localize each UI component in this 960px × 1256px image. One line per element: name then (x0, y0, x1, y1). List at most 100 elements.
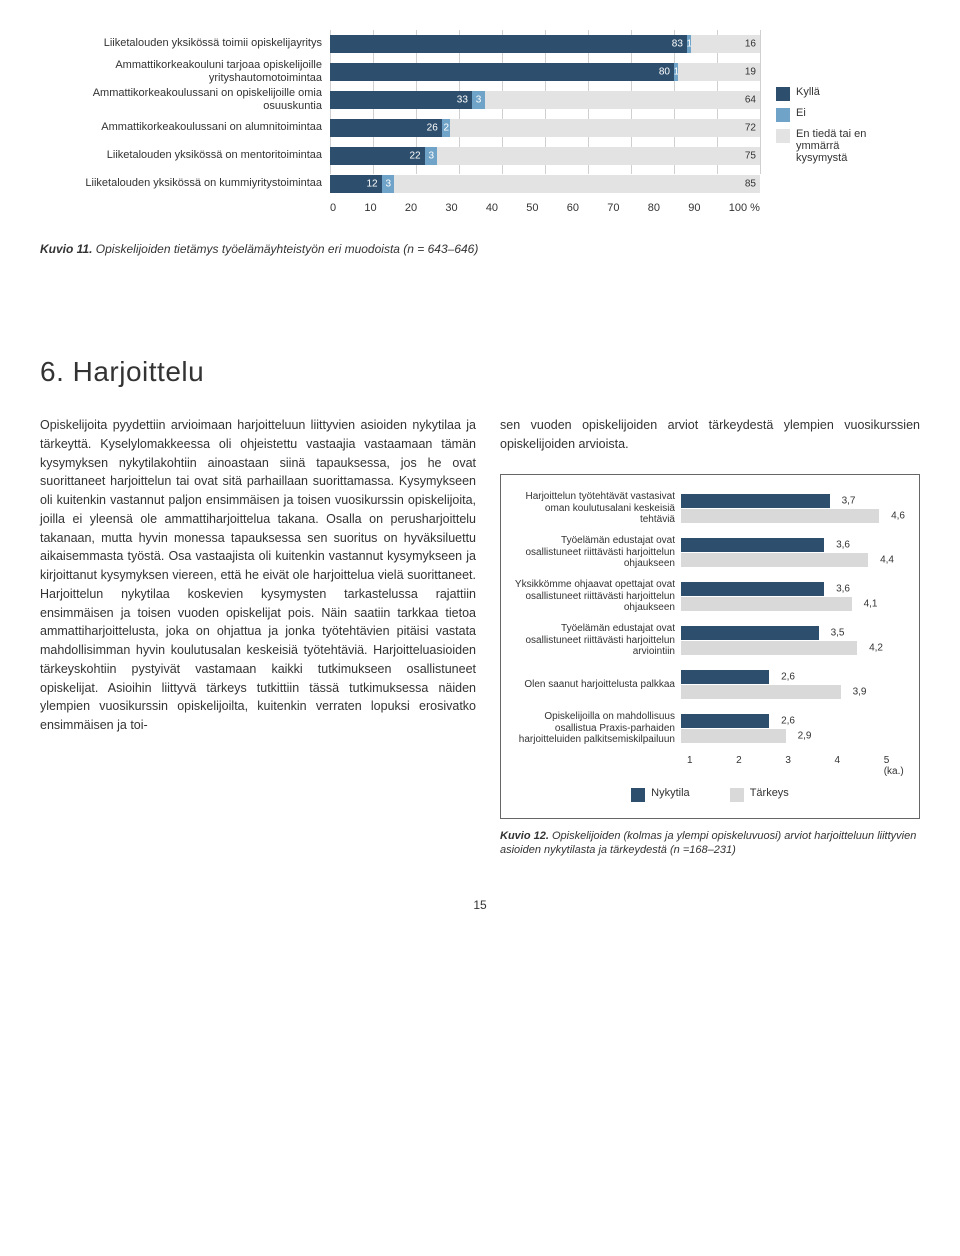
chart1-bar-segment: 12 (330, 175, 382, 193)
chart1-row-label: Liiketalouden yksikössä toimii opiskelij… (40, 30, 322, 58)
chart2-bar-value: 3,6 (836, 583, 850, 594)
chart2-row: Opiskelijoilla on mahdollisuus osallistu… (511, 707, 909, 751)
legend-label: Kyllä (796, 86, 820, 98)
chart2-bar-value: 3,6 (836, 539, 850, 550)
chart1-bar-segment: 3 (472, 91, 485, 109)
chart1-bar-value: 80 (659, 67, 670, 78)
chart2-xtick: 5 (ka.) (884, 755, 909, 777)
caption1-bold: Kuvio 11. (40, 242, 92, 256)
legend-item: Nykytila (631, 787, 690, 802)
chart2-row-label: Yksikkömme ohjaavat opettajat ovat osall… (511, 579, 681, 614)
chart1-bar-value: 64 (745, 95, 756, 106)
chart2-bar-value: 4,2 (869, 642, 883, 653)
chart1-xtick: 40 (486, 202, 498, 214)
chart1-x-axis: 0102030405060708090100 % (330, 198, 760, 214)
chart2-bar: 3,7 (681, 494, 830, 508)
chart2-xtick: 3 (785, 755, 834, 777)
chart1-row-label: Ammattikorkeakouluni tarjoaa opiskelijoi… (40, 58, 322, 86)
chart1-bar-segment: 3 (425, 147, 438, 165)
legend-swatch (631, 788, 645, 802)
chart1-bar-segment: 75 (437, 147, 760, 165)
chart2-bar: 4,6 (681, 509, 879, 523)
chart2: Harjoittelun työtehtävät vastasivat oman… (500, 474, 920, 819)
chart1-bar-value: 33 (457, 95, 468, 106)
chart1-xtick: 70 (607, 202, 619, 214)
chart1-bar-value: 12 (366, 179, 377, 190)
chart2-bar-value: 4,4 (880, 554, 894, 565)
chart1-bar-row: 83116 (330, 30, 760, 58)
chart2-row: Työelämän edustajat ovat osallistuneet r… (511, 619, 909, 663)
chart1-row-label: Liiketalouden yksikössä on mentoritoimin… (40, 142, 322, 170)
chart2-row: Olen saanut harjoittelusta palkkaa 2,6 3,9 (511, 663, 909, 707)
chart1-bar-segment: 26 (330, 119, 442, 137)
legend-item: Kyllä (776, 86, 890, 101)
legend-swatch (730, 788, 744, 802)
chart1-bar-row: 33364 (330, 86, 760, 114)
chart2-legend: Nykytila Tärkeys (511, 787, 909, 808)
chart1-row-label: Ammattikorkeakoulussani on alumnitoimint… (40, 114, 322, 142)
chart1-bar-value: 3 (428, 151, 434, 162)
chart1-xtick: 0 (330, 202, 336, 214)
legend-label: Nykytila (651, 787, 690, 799)
chart1-bar-row: 22 3 75 (330, 142, 760, 170)
chart1-bar-value: 19 (745, 67, 756, 78)
chart2-row-label: Työelämän edustajat ovat osallistuneet r… (511, 623, 681, 658)
chart1-bar-segment: 19 (678, 63, 760, 81)
chart2-row: Harjoittelun työtehtävät vastasivat oman… (511, 487, 909, 531)
chart1-bar-row: 262 72 (330, 114, 760, 142)
chart2-row-label: Opiskelijoilla on mahdollisuus osallistu… (511, 711, 681, 746)
chart2-bar-value: 2,6 (781, 715, 795, 726)
section-heading: 6. Harjoittelu (40, 356, 920, 388)
chart2-bar-value: 4,1 (864, 598, 878, 609)
chart2-row: Yksikkömme ohjaavat opettajat ovat osall… (511, 575, 909, 619)
chart1-bar-segment: 85 (394, 175, 760, 193)
chart2-row-label: Harjoittelun työtehtävät vastasivat oman… (511, 491, 681, 526)
body-right-column: sen vuoden opiskelijoiden arviot tärkeyd… (500, 416, 920, 858)
chart2-bar: 4,1 (681, 597, 852, 611)
chart1-bar-value: 3 (385, 179, 391, 190)
chart1-bar-segment: 3 (382, 175, 395, 193)
legend-item: Ei (776, 107, 890, 122)
chart1-row-labels: Liiketalouden yksikössä toimii opiskelij… (40, 30, 330, 198)
chart1-xtick: 80 (648, 202, 660, 214)
chart1-bar-value: 16 (745, 39, 756, 50)
chart2-bar: 4,4 (681, 553, 868, 567)
legend-swatch (776, 108, 790, 122)
chart1-xtick: 20 (405, 202, 417, 214)
chart1-row-label: Ammattikorkeakoulussani on opiskelijoill… (40, 86, 322, 114)
chart2-bar-value: 3,7 (842, 495, 856, 506)
chart2-bar-value: 3,5 (831, 627, 845, 638)
chart1-bar-segment: 72 (450, 119, 760, 137)
chart2-bar: 3,6 (681, 582, 824, 596)
chart1-bar-segment: 33 (330, 91, 472, 109)
chart2-bar: 2,6 (681, 714, 769, 728)
body-columns: Opiskelijoita pyydettiin arvioimaan harj… (40, 416, 920, 858)
chart1-xtick: 90 (688, 202, 700, 214)
chart1-bar-value: 75 (745, 151, 756, 162)
chart1-bar-row: 12 3 85 (330, 170, 760, 198)
chart2-row-label: Olen saanut harjoittelusta palkkaa (511, 679, 681, 691)
chart1-bar-row: 80119 (330, 58, 760, 86)
chart1-bar-value: 85 (745, 179, 756, 190)
chart2-x-axis: 12345 (ka.) (687, 755, 909, 777)
chart2-row: Työelämän edustajat ovat osallistuneet r… (511, 531, 909, 575)
chart1-bar-segment: 80 (330, 63, 674, 81)
legend-swatch (776, 87, 790, 101)
chart1-bar-value: 72 (745, 123, 756, 134)
chart1-bar-value: 2 (444, 123, 450, 134)
legend-swatch (776, 129, 790, 143)
body-left-column: Opiskelijoita pyydettiin arvioimaan harj… (40, 416, 476, 858)
chart1-xtick: 10 (364, 202, 376, 214)
chart2-bar: 3,9 (681, 685, 841, 699)
chart1-bar-segment: 16 (691, 35, 760, 53)
legend-label: Ei (796, 107, 806, 119)
chart1-xtick: 30 (445, 202, 457, 214)
chart1-bar-value: 22 (409, 151, 420, 162)
legend-item: Tärkeys (730, 787, 789, 802)
chart2-xtick: 1 (687, 755, 736, 777)
chart1-bar-value: 83 (672, 39, 683, 50)
chart2-bar-value: 2,6 (781, 671, 795, 682)
chart2-bar-value: 2,9 (798, 730, 812, 741)
chart2-bar-value: 3,9 (853, 686, 867, 697)
chart1-plot: 831168011933364262722237512385 010203040… (330, 30, 760, 214)
